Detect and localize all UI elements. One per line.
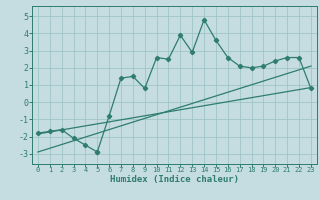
X-axis label: Humidex (Indice chaleur): Humidex (Indice chaleur) [110,175,239,184]
